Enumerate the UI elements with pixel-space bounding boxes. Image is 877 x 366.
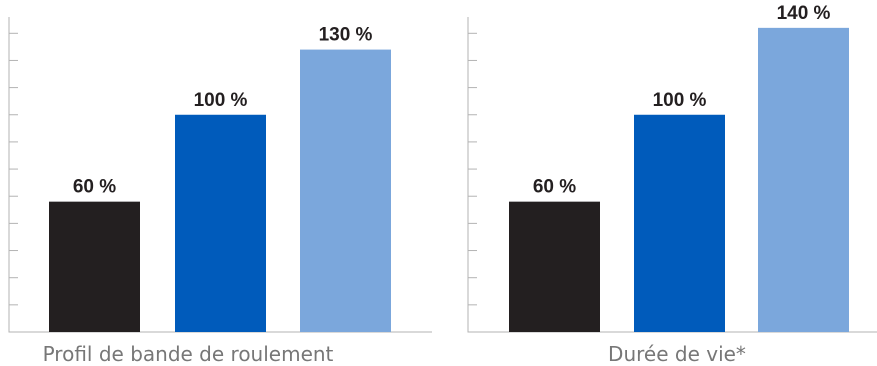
bar xyxy=(634,114,725,332)
bar xyxy=(49,201,140,332)
bar xyxy=(509,201,600,332)
chart-title: Durée de vie* xyxy=(608,342,746,366)
data-label: 60 % xyxy=(533,177,576,198)
data-label: 100 % xyxy=(653,90,707,111)
bar xyxy=(758,27,849,333)
data-label: 130 % xyxy=(319,25,373,46)
bar xyxy=(175,114,266,332)
axis-line xyxy=(8,17,432,333)
chart-title: Profil de bande de roulement xyxy=(43,342,334,366)
chart-panel-service-life: 60 % 100 % 140 % Durée de vie* xyxy=(467,3,877,366)
data-label: 140 % xyxy=(777,3,831,24)
data-label: 60 % xyxy=(73,177,116,198)
data-label: 100 % xyxy=(194,90,248,111)
axis-line xyxy=(467,17,877,333)
chart-panel-tread-profile: 60 % 100 % 130 % Profil de bande de rouleme… xyxy=(8,17,432,366)
bar xyxy=(300,49,391,332)
